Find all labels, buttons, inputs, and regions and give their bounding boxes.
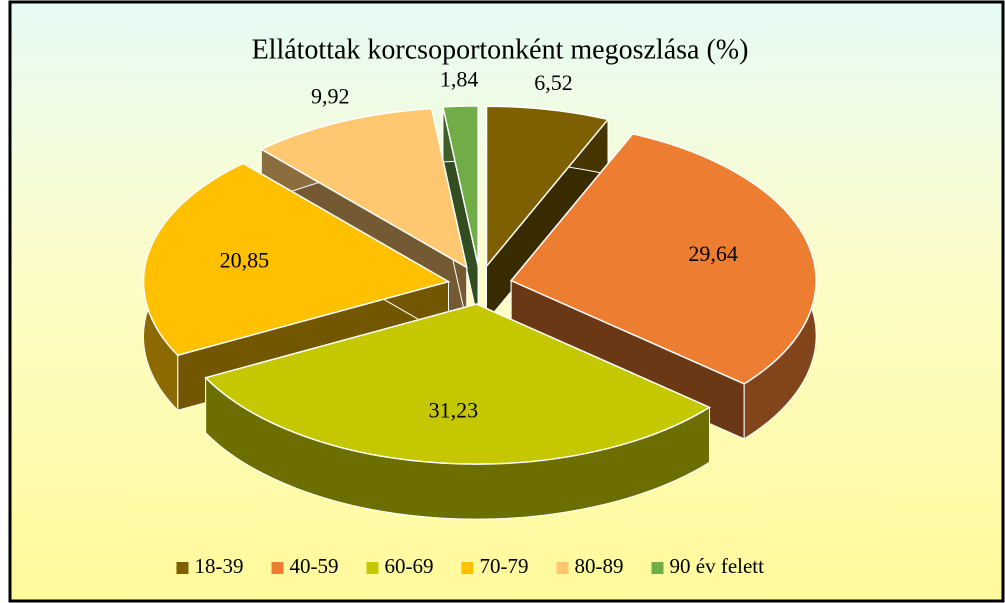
legend-swatch (176, 562, 189, 574)
data-label: 1,84 (440, 66, 479, 91)
data-label: 29,64 (688, 241, 738, 266)
data-label: 6,52 (534, 70, 573, 95)
slice-top (442, 105, 479, 266)
legend-label: 40-59 (290, 554, 339, 578)
legend-label: 80-89 (575, 554, 624, 578)
legend-label: 70-79 (480, 554, 529, 578)
slice-top (259, 107, 468, 270)
legend: 18-39 40-59 60-69 70-79 80-89 90 év felett (176, 554, 765, 578)
pie-slice (204, 303, 712, 520)
pie: 6,52 29,64 31,23 20,85 9,92 1,84 (142, 66, 817, 520)
legend-label: 18-39 (195, 554, 244, 578)
slice-top (142, 162, 451, 357)
legend-swatch (366, 562, 379, 574)
legend-swatch (461, 562, 474, 574)
data-label: 20,85 (220, 248, 270, 273)
pie-slice (442, 105, 479, 321)
legend-swatch (651, 562, 664, 574)
pie-slice (509, 132, 817, 440)
legend-swatch (556, 562, 569, 574)
legend-label: 90 év felett (670, 554, 765, 578)
slice-top (509, 133, 817, 385)
slice-top (204, 303, 712, 465)
slice-top (485, 105, 610, 269)
chart-title: Ellátottak korcsoportonként megoszlása (… (252, 34, 749, 65)
pie-slice (142, 162, 451, 412)
data-label: 9,92 (311, 83, 350, 108)
pie-slice (485, 105, 610, 323)
legend-swatch (271, 562, 284, 574)
data-label: 31,23 (429, 397, 479, 422)
legend-label: 60-69 (385, 554, 434, 578)
